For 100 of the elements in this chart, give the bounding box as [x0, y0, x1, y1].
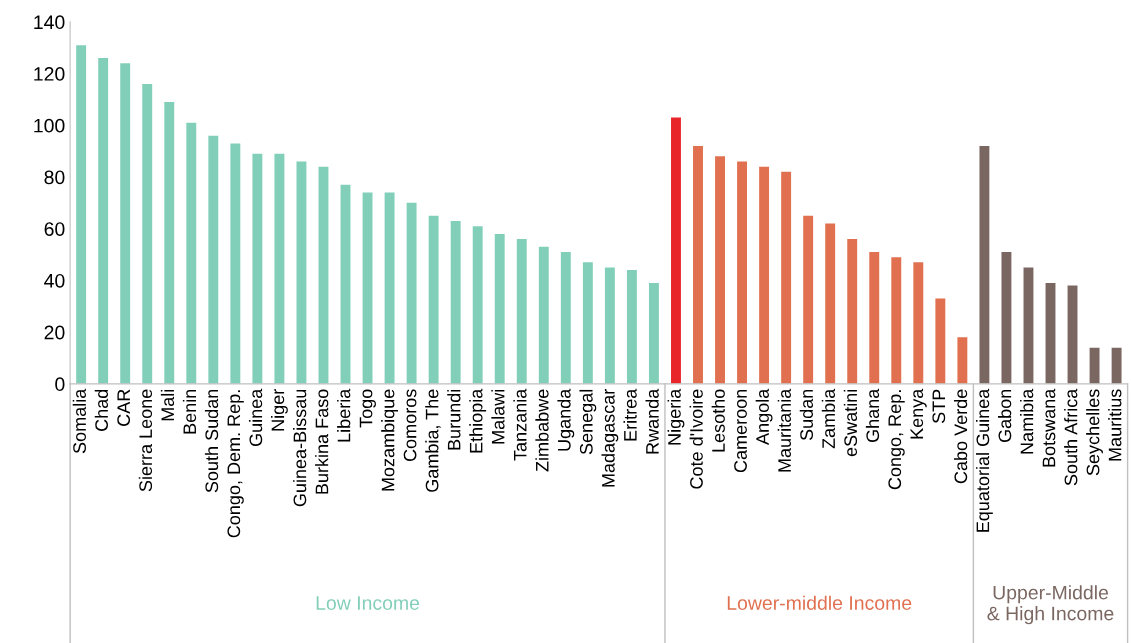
x-tick-label: Sudan — [799, 389, 814, 441]
bar — [472, 226, 483, 384]
bar — [1001, 252, 1012, 384]
bar — [781, 171, 792, 384]
x-tick-label: Ghana — [865, 388, 880, 443]
text: Upper-Middle & High Income — [987, 585, 1114, 625]
x-tick-label: Comoros — [403, 389, 417, 462]
y-tick-label: 80 — [44, 170, 65, 185]
x-tick-label: Tanzania — [513, 388, 527, 461]
bar — [891, 257, 902, 384]
bar — [230, 143, 241, 384]
x-tick-label: Zambia — [821, 388, 836, 449]
bar — [957, 337, 968, 384]
x-tick-label: Guinea-Bissau — [293, 389, 307, 507]
x-tick-label: Malawi — [491, 389, 505, 444]
bar — [693, 145, 703, 384]
bar — [142, 83, 153, 384]
y-tick-label: 0 — [55, 377, 65, 392]
x-tick-label: Nigeria — [667, 388, 685, 445]
bar — [935, 298, 946, 384]
y-tick-label: 20 — [44, 325, 65, 340]
x-tick-label: South Africa — [1064, 388, 1078, 486]
x-tick-label: Rwanda — [645, 388, 659, 454]
x-tick-label: Namibia — [1020, 388, 1034, 454]
bar — [560, 252, 571, 384]
bar — [208, 135, 219, 384]
bar — [869, 252, 880, 384]
x-tick-label: Togo — [359, 389, 376, 428]
x-tick-label: Burundi — [447, 389, 461, 450]
bar — [406, 202, 417, 384]
x-tick-label: South Sudan — [204, 389, 219, 493]
bar — [1067, 285, 1078, 384]
bar — [913, 262, 924, 384]
x-tick-label: Lesotho — [711, 389, 725, 452]
x-tick-label: Liberia — [337, 388, 351, 442]
bar — [362, 192, 373, 384]
x-tick-label: Congo, Dem. Rep. — [227, 390, 244, 538]
bar — [274, 153, 285, 384]
bar — [1089, 347, 1100, 384]
y-tick-label: 100 — [34, 118, 65, 133]
bar — [98, 58, 109, 384]
x-tick-label: Congo, Rep. — [888, 390, 905, 490]
text: Lower-middle Income — [727, 595, 912, 610]
bar — [803, 215, 814, 384]
bar — [186, 122, 197, 384]
x-tick-label: Cote d'Ivoire — [689, 389, 703, 489]
bar — [604, 267, 615, 384]
x-tick-label: Guinea — [248, 388, 263, 447]
bar — [626, 270, 637, 384]
x-tick-label: Uganda — [557, 388, 575, 451]
bar — [164, 102, 175, 384]
bar — [516, 239, 527, 384]
x-tick-label: Sierra Leone — [138, 389, 153, 492]
bar — [737, 161, 748, 384]
x-tick-label: Senegal — [579, 389, 597, 455]
bar — [494, 233, 505, 384]
bar — [715, 156, 725, 384]
x-tick-label: Cameroon — [734, 389, 747, 473]
x-tick-label: Benin — [182, 389, 197, 434]
bar — [538, 246, 549, 384]
bar — [252, 153, 263, 384]
bar — [296, 161, 307, 384]
bar — [120, 63, 131, 384]
x-tick-label: Equatorial Guinea — [975, 388, 993, 532]
x-tick-label: Somalia — [72, 388, 86, 454]
bar — [384, 192, 395, 384]
x-tick-label: Botswana — [1042, 388, 1056, 467]
x-tick-label: Mozambique — [381, 389, 398, 491]
bar — [759, 166, 770, 384]
x-tick-label: CAR — [117, 389, 131, 426]
x-tick-label: Angola — [755, 388, 773, 445]
x-tick-label: Mauritius — [1108, 389, 1122, 461]
x-tick-label: Madagascar — [601, 389, 619, 487]
x-tick-label: Zimbabwe — [535, 389, 549, 472]
x-tick-label: Niger — [271, 389, 288, 431]
bar — [847, 239, 858, 384]
x-tick-label: Mauritania — [777, 388, 791, 472]
bar — [340, 184, 351, 384]
bar — [648, 283, 659, 384]
y-tick-label: 120 — [34, 67, 65, 81]
bar — [428, 215, 439, 384]
bar — [76, 45, 87, 384]
x-tick-label: Seychelles — [1086, 389, 1103, 476]
bar — [825, 223, 836, 384]
x-tick-label: eSwatini — [843, 389, 858, 457]
x-tick-label: STP — [932, 389, 946, 424]
bar — [1045, 283, 1056, 384]
x-tick-label: Cabo Verde — [953, 389, 968, 484]
x-tick-label: Ethiopia — [469, 388, 487, 453]
text: Low Income — [316, 596, 420, 610]
bar — [979, 145, 990, 384]
x-tick-label: Gambia, The — [425, 389, 441, 492]
bar — [1111, 347, 1122, 384]
x-tick-label: Kenya — [910, 388, 927, 439]
y-tick-label: 60 — [44, 222, 65, 236]
y-tick-label: 140 — [34, 15, 65, 30]
bar — [1023, 267, 1034, 384]
bar — [582, 262, 593, 384]
x-tick-label: Mali — [160, 389, 175, 421]
x-tick-label: Eritrea — [623, 388, 637, 441]
